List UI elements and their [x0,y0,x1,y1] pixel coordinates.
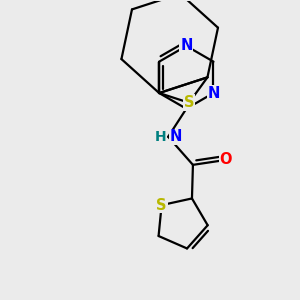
Text: S: S [156,198,167,213]
Text: N: N [207,85,220,100]
Text: S: S [184,95,194,110]
Text: O: O [220,152,232,167]
Text: H: H [155,130,167,144]
Text: N: N [180,38,193,53]
Text: N: N [169,129,182,144]
